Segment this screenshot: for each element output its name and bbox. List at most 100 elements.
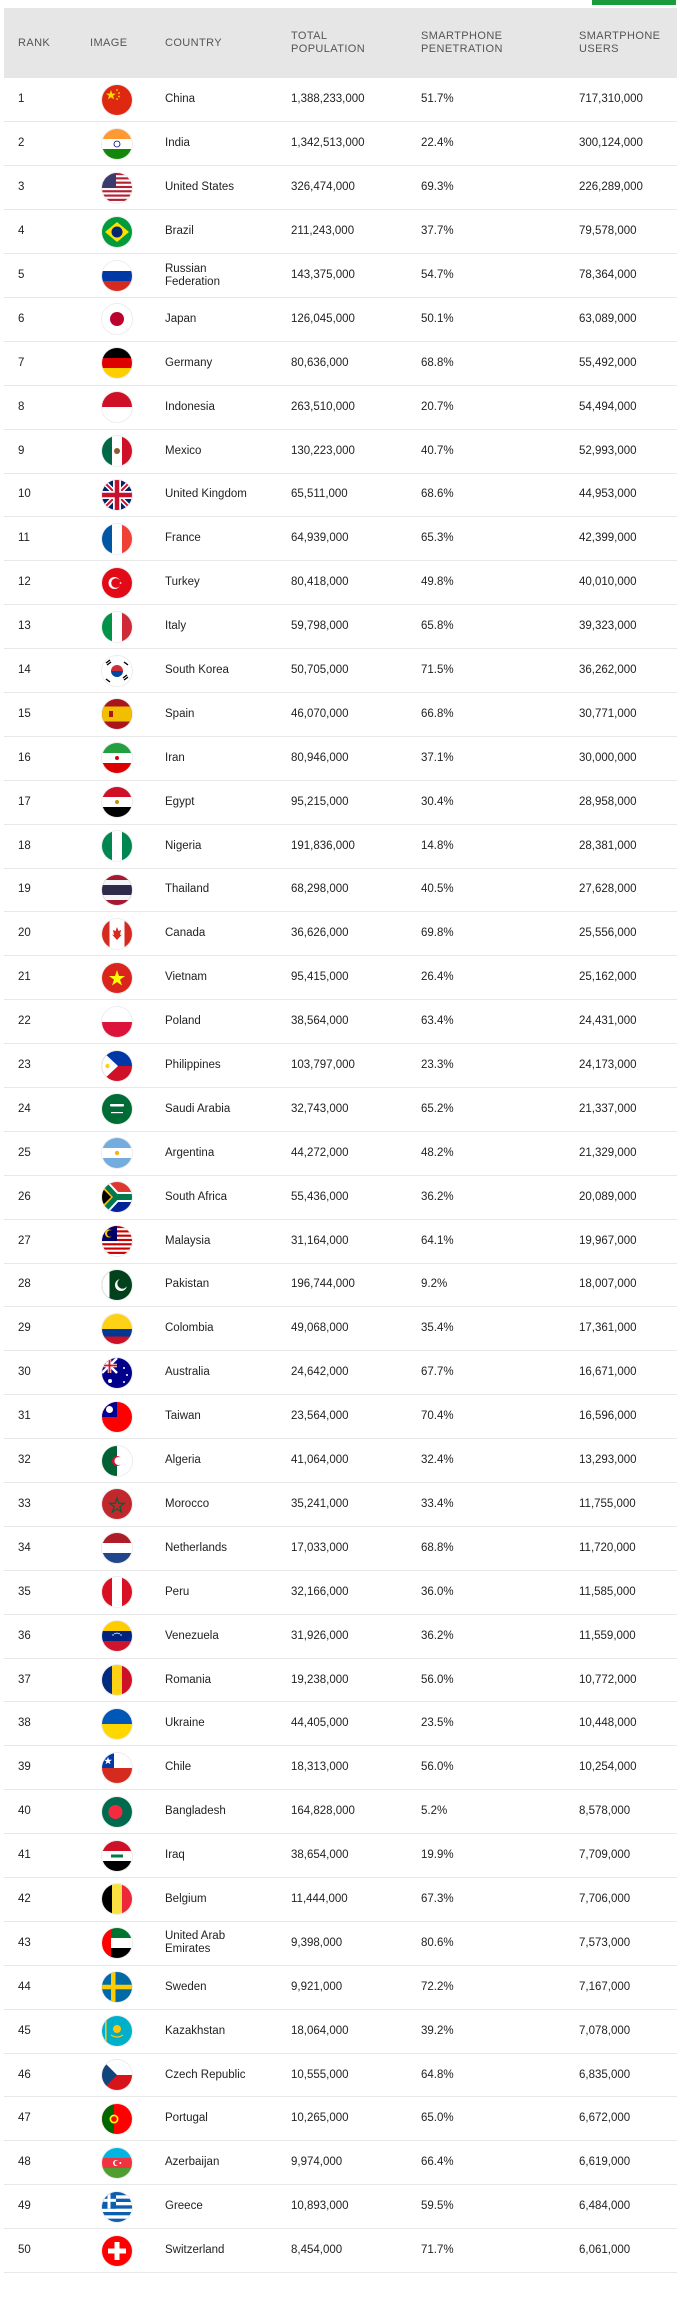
country-name: China [165, 93, 196, 106]
nigeria-flag-icon [102, 831, 132, 862]
population-cell: 9,921,000 [291, 1980, 343, 1993]
penetration-cell: 56.0% [421, 1761, 454, 1774]
population-cell: 59,798,000 [291, 620, 349, 633]
flag-cell [90, 2053, 165, 2097]
penetration-cell: 30.4% [421, 795, 454, 808]
rank-cell: 27 [18, 1234, 31, 1247]
country-name: Canada [165, 927, 206, 940]
penetration-cell: 37.7% [421, 225, 454, 238]
users-cell: 24,431,000 [579, 1015, 637, 1028]
table-row: 35 Peru 32,166,000 36.0% 11,585,000 [4, 1570, 677, 1615]
population-header[interactable]: TOTAL POPULATION [291, 8, 421, 78]
country-name: United Arab Emirates [165, 1930, 226, 1956]
country-cell: Chile [165, 1746, 291, 1790]
country-cell: Spain [165, 692, 291, 736]
rank-header[interactable]: RANK [18, 36, 51, 49]
china-flag-icon [102, 84, 132, 115]
flag-cell [90, 297, 165, 341]
turkey-flag-icon [102, 567, 132, 598]
country-name: Australia [165, 1366, 210, 1379]
country-cell: United States [165, 166, 291, 210]
top-bar [0, 0, 680, 8]
rank-cell: 48 [18, 2156, 31, 2169]
bangladesh-flag-icon [102, 1796, 132, 1827]
rank-cell: 32 [18, 1454, 31, 1467]
country-cell: United Kingdom [165, 473, 291, 517]
table-row: 25 Argentina 44,272,000 48.2% 21,329,000 [4, 1131, 677, 1176]
rank-cell: 15 [18, 707, 31, 720]
rank-cell: 42 [18, 1892, 31, 1905]
users-cell: 54,494,000 [579, 400, 637, 413]
table-row: 2 India 1,342,513,000 22.4% 300,124,000 [4, 122, 677, 166]
country-name: Ukraine [165, 1717, 205, 1730]
country-name: South Africa [165, 1190, 228, 1203]
penetration-cell: 80.6% [421, 1936, 454, 1949]
users-cell: 79,578,000 [579, 225, 637, 238]
users-cell: 44,953,000 [579, 488, 637, 501]
penetration-cell: 37.1% [421, 751, 454, 764]
poland-flag-icon [102, 1006, 132, 1037]
chile-flag-icon [102, 1752, 132, 1783]
penetration-cell: 71.7% [421, 2244, 454, 2257]
country-name: Germany [165, 356, 213, 369]
users-header[interactable]: SMARTPHONE USERS [579, 8, 677, 78]
table-row: 3 United States 326,474,000 69.3% 226,28… [4, 166, 677, 210]
table-row: 45 Kazakhstan 18,064,000 39.2% 7,078,000 [4, 2009, 677, 2054]
france-flag-icon [102, 523, 132, 554]
country-cell: India [165, 122, 291, 166]
rank-cell: 43 [18, 1936, 31, 1949]
penetration-cell: 68.8% [421, 1541, 454, 1554]
czech-republic-flag-icon [102, 2060, 132, 2091]
united-arab-emirates-flag-icon [102, 1928, 132, 1959]
penetration-cell: 65.2% [421, 1102, 454, 1115]
penetration-cell: 67.7% [421, 1366, 454, 1379]
flag-cell [90, 1790, 165, 1834]
country-cell: Vietnam [165, 956, 291, 1000]
country-cell: Kazakhstan [165, 2009, 291, 2053]
users-cell: 21,329,000 [579, 1146, 637, 1159]
flag-cell [90, 1131, 165, 1175]
rank-cell: 50 [18, 2244, 31, 2257]
table-row: 14 South Korea 50,705,000 71.5% 36,262,0… [4, 649, 677, 693]
table-row: 22 Poland 38,564,000 63.4% 24,431,000 [4, 1000, 677, 1044]
table-row: 47 Portugal 10,265,000 65.0% 6,672,000 [4, 2097, 677, 2141]
flag-cell [90, 429, 165, 473]
users-cell: 19,967,000 [579, 1234, 637, 1247]
spain-flag-icon [102, 699, 132, 730]
country-name: Peru [165, 1585, 190, 1598]
penetration-cell: 32.4% [421, 1454, 454, 1467]
rank-cell: 1 [18, 93, 25, 106]
table-row: 40 Bangladesh 164,828,000 5.2% 8,578,000 [4, 1790, 677, 1834]
penetration-header[interactable]: SMARTPHONE PENETRATION [421, 8, 579, 78]
country-cell: Australia [165, 1351, 291, 1395]
country-header[interactable]: COUNTRY [165, 36, 222, 49]
rank-cell: 41 [18, 1849, 31, 1862]
population-cell: 103,797,000 [291, 1059, 355, 1072]
population-cell: 326,474,000 [291, 181, 355, 194]
users-cell: 300,124,000 [579, 137, 643, 150]
flag-cell [90, 1219, 165, 1263]
population-cell: 143,375,000 [291, 269, 355, 281]
users-cell: 11,585,000 [579, 1585, 636, 1598]
country-cell: Canada [165, 912, 291, 956]
population-cell: 19,238,000 [291, 1673, 349, 1686]
users-cell: 63,089,000 [579, 312, 637, 325]
users-cell: 13,293,000 [579, 1454, 637, 1467]
table-row: 1 China 1,388,233,000 51.7% 717,310,000 [4, 78, 677, 122]
united-states-flag-icon [102, 172, 132, 203]
population-cell: 31,926,000 [291, 1629, 349, 1642]
ukraine-flag-icon [102, 1708, 132, 1739]
germany-flag-icon [102, 348, 132, 379]
penetration-cell: 68.8% [421, 356, 454, 369]
country-cell: Argentina [165, 1131, 291, 1175]
table-row: 31 Taiwan 23,564,000 70.4% 16,596,000 [4, 1395, 677, 1439]
iraq-flag-icon [102, 1840, 132, 1871]
flag-cell [90, 385, 165, 429]
users-cell: 42,399,000 [579, 532, 637, 545]
flag-cell [90, 649, 165, 693]
japan-flag-icon [102, 304, 132, 335]
users-cell: 25,162,000 [579, 971, 637, 984]
penetration-cell: 65.3% [421, 532, 454, 545]
users-cell: 78,364,000 [579, 269, 637, 281]
flag-cell [90, 780, 165, 824]
